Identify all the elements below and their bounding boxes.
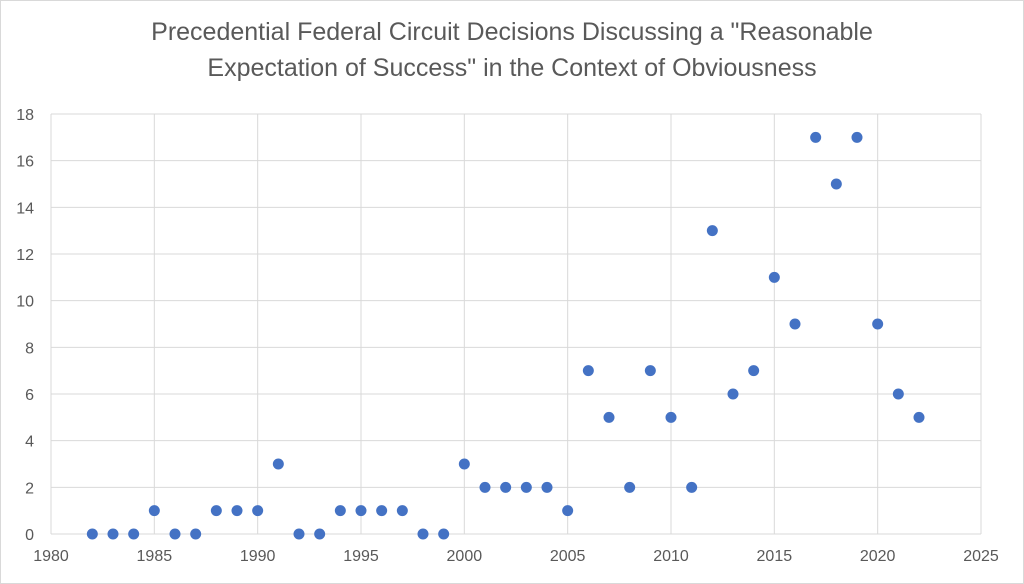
data-point <box>582 365 594 377</box>
data-point <box>272 458 284 470</box>
data-point <box>706 225 718 237</box>
chart-title: Precedential Federal Circuit Decisions D… <box>0 14 1024 86</box>
data-point <box>252 505 264 517</box>
data-point <box>314 528 326 540</box>
data-point <box>686 481 698 493</box>
data-point <box>376 505 388 517</box>
y-tick-label: 8 <box>25 340 34 357</box>
x-gridlines <box>50 114 982 534</box>
data-point <box>396 505 408 517</box>
data-point <box>748 365 760 377</box>
data-point <box>190 528 202 540</box>
x-tick-label: 1990 <box>240 548 276 565</box>
data-point <box>500 481 512 493</box>
data-point <box>458 458 470 470</box>
data-point <box>479 481 491 493</box>
y-tick-label: 12 <box>16 247 34 264</box>
y-tick-label: 0 <box>25 527 34 544</box>
data-point <box>231 505 243 517</box>
x-tick-label: 1995 <box>343 548 379 565</box>
x-tick-label: 2000 <box>447 548 483 565</box>
y-gridlines <box>51 113 981 535</box>
data-point <box>562 505 574 517</box>
data-point <box>892 388 904 400</box>
data-point <box>293 528 305 540</box>
data-point <box>789 318 801 330</box>
data-point <box>520 481 532 493</box>
y-tick-label: 4 <box>25 434 34 451</box>
chart-title-line-1: Precedential Federal Circuit Decisions D… <box>151 18 873 46</box>
x-tick-label: 2020 <box>860 548 896 565</box>
y-axis-tick-labels: 0 2 4 6 8 10 12 14 16 18 <box>16 107 34 544</box>
y-tick-label: 6 <box>25 387 34 404</box>
data-point <box>148 505 160 517</box>
x-axis-tick-labels: 1980 1985 1990 1995 2000 2005 2010 2015 2020 2025 <box>33 548 999 565</box>
x-tick-label: 1980 <box>33 548 69 565</box>
x-tick-label: 2015 <box>757 548 793 565</box>
data-point <box>541 481 553 493</box>
data-point <box>913 411 925 423</box>
data-points <box>86 131 925 540</box>
data-point <box>334 505 346 517</box>
data-point <box>417 528 429 540</box>
data-point <box>210 505 222 517</box>
x-tick-label: 2005 <box>550 548 586 565</box>
data-point <box>644 365 656 377</box>
y-tick-label: 16 <box>16 154 34 171</box>
chart-title-line-2: Expectation of Success" in the Context o… <box>207 54 817 82</box>
data-point <box>86 528 98 540</box>
data-point <box>810 131 822 143</box>
data-point <box>851 131 863 143</box>
data-point <box>355 505 367 517</box>
data-point <box>872 318 884 330</box>
y-tick-label: 10 <box>16 294 34 311</box>
y-tick-label: 2 <box>25 480 34 497</box>
x-tick-label: 1985 <box>137 548 173 565</box>
data-point <box>603 411 615 423</box>
x-tick-label: 2025 <box>963 548 999 565</box>
data-point <box>727 388 739 400</box>
data-point <box>624 481 636 493</box>
data-point <box>438 528 450 540</box>
y-tick-label: 14 <box>16 200 34 217</box>
data-point <box>665 411 677 423</box>
data-point <box>768 271 780 283</box>
data-point <box>830 178 842 190</box>
data-point <box>107 528 119 540</box>
y-tick-label: 18 <box>16 107 34 124</box>
x-tick-label: 2010 <box>653 548 689 565</box>
data-point <box>128 528 140 540</box>
data-point <box>169 528 181 540</box>
